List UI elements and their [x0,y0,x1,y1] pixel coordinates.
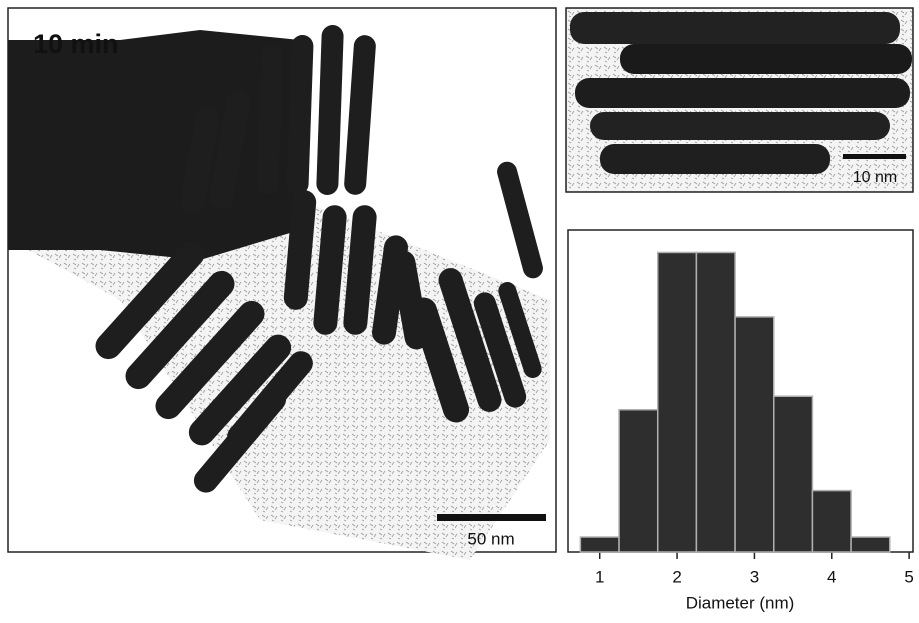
bar [774,396,813,552]
bar [658,252,697,552]
rod [600,144,830,174]
scale-bar-label: 10 nm [853,169,897,186]
x-tick-label: 5 [904,567,913,586]
x-tick-label: 4 [827,567,836,586]
tem-image-inset: 10 nm [566,8,913,192]
x-axis-label: Diameter (nm) [686,593,795,612]
x-tick-label: 1 [595,567,604,586]
time-label: 10 min [33,29,119,59]
bar [812,491,851,552]
bar [619,410,658,552]
figure: 10 min 50 nm 10 nm Diameter (nm) 1 2 3 4 5 [0,0,919,618]
page: {"panels": {"main_image": {"label": "10 … [0,0,919,618]
scale-bar-label: 50 nm [467,529,514,548]
rod [590,112,890,140]
histogram: Diameter (nm) 1 2 3 4 5 [568,230,914,612]
rod [575,78,910,108]
rod [620,44,912,74]
x-tick-label: 3 [750,567,759,586]
rod [570,12,900,44]
rod-cluster [8,30,300,260]
bar [696,252,735,552]
scale-bar [437,514,546,521]
tem-image-main: 10 min 50 nm [8,8,556,560]
bar [580,537,619,552]
scale-bar [843,154,906,159]
x-tick-label: 2 [672,567,681,586]
bar [851,537,890,552]
bar [735,317,774,552]
